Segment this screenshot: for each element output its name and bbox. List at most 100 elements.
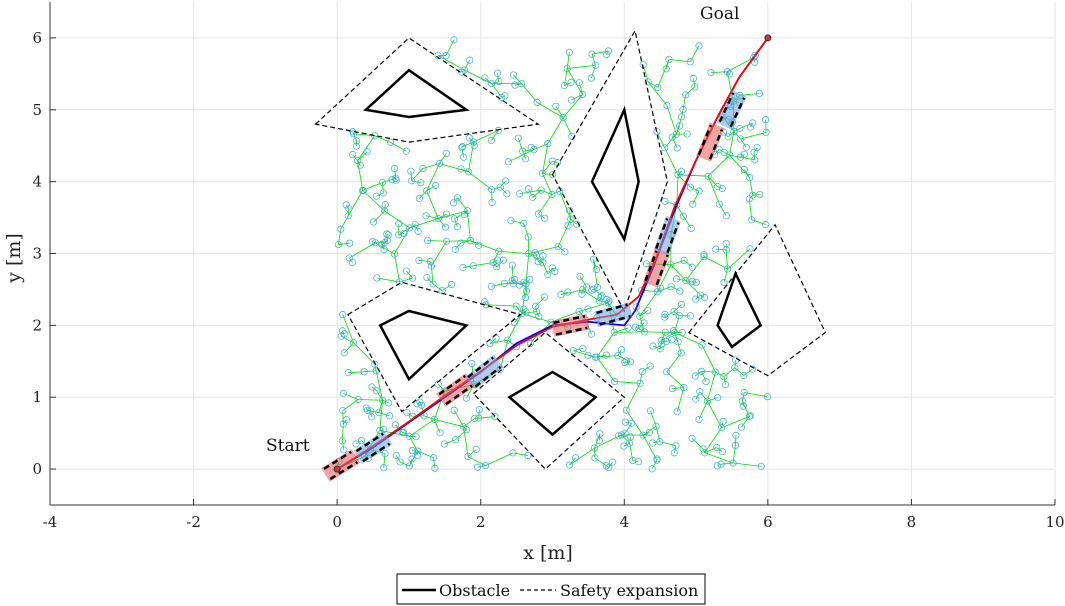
tree-edge (477, 465, 486, 468)
start-marker (333, 465, 341, 473)
tree-edge (445, 39, 455, 56)
tree-edge (699, 391, 708, 402)
tree-node (673, 408, 681, 416)
tree-node (663, 101, 671, 110)
tree-edge (381, 244, 385, 250)
tree-node (762, 221, 770, 229)
tree-edge (542, 173, 553, 195)
tree-node (373, 387, 381, 395)
x-tick-label: 2 (476, 513, 486, 531)
tree-node (620, 442, 628, 450)
tree-node (700, 251, 708, 259)
tree-edge (690, 186, 700, 192)
tree-node (451, 245, 459, 253)
tree-edge (384, 210, 410, 229)
tree-edge (673, 445, 677, 453)
tree-edge (422, 163, 440, 169)
tree-node (652, 422, 660, 430)
tree-node (539, 259, 547, 267)
tree-node (491, 413, 499, 421)
tree-edge (352, 154, 358, 161)
tree-edge (425, 215, 439, 219)
tree-node (686, 183, 694, 191)
tree-edge (353, 342, 376, 365)
tree-edge (444, 439, 456, 445)
tree-edge (618, 434, 622, 437)
tree-node (460, 210, 468, 219)
tree-edge (522, 151, 526, 159)
tree-node (414, 227, 422, 235)
tree-node (746, 123, 755, 131)
tree-edge (672, 133, 677, 138)
tree-node (627, 433, 635, 441)
y-tick-label: 2 (32, 316, 42, 334)
tree-node (718, 184, 726, 193)
vehicle-body (465, 354, 504, 390)
tree-node (588, 286, 596, 294)
tree-edge (528, 188, 534, 198)
tree-edge (460, 168, 469, 173)
tree-edge (591, 54, 596, 66)
tree-node (737, 423, 746, 431)
tree-node (508, 261, 516, 269)
tree-node (722, 212, 730, 220)
tree-node (604, 299, 612, 307)
tree-node (493, 69, 502, 77)
tree-edge (470, 240, 499, 252)
tree-edge (596, 332, 615, 358)
tree-edge (411, 168, 424, 182)
tree-edge (702, 448, 706, 453)
tree-edge (542, 160, 553, 174)
tree-node (692, 295, 700, 303)
tree-node (359, 187, 368, 195)
tree-node (730, 127, 738, 136)
tree-node (671, 328, 679, 337)
tree-edge (685, 86, 696, 96)
tree-edge (542, 143, 549, 174)
tree-edge (704, 447, 717, 454)
tree-node (740, 165, 748, 174)
tree-node (340, 349, 348, 357)
tree-node (618, 431, 626, 439)
vehicle-footprints (321, 34, 772, 482)
tree-edge (372, 241, 376, 244)
vehicle-track (697, 124, 713, 156)
tree-node (682, 91, 690, 99)
tree-edge (362, 190, 385, 212)
tree-node (475, 406, 483, 414)
tree-edge (498, 250, 529, 255)
vehicle-track (553, 314, 586, 325)
tree-node (712, 245, 720, 253)
tree-node (504, 336, 512, 344)
tree-node (424, 236, 432, 245)
tree-node (396, 278, 404, 286)
tree-node (614, 352, 622, 360)
tree-node (749, 119, 757, 127)
tree-node (648, 465, 656, 473)
tree-node (434, 51, 442, 60)
tree-edge (624, 423, 632, 434)
tree-edge (467, 210, 471, 241)
tree-node (646, 407, 654, 415)
tree-edge (399, 461, 410, 467)
tree-edge (338, 242, 350, 245)
tree-node (631, 323, 639, 331)
tree-node (554, 243, 562, 251)
tree-node (548, 191, 556, 199)
tree-node (537, 186, 545, 194)
x-tick-label: 10 (1045, 513, 1064, 531)
tree-edge (468, 141, 475, 172)
tree-node (584, 305, 592, 313)
tree-node (522, 155, 530, 163)
tree-edge (457, 197, 468, 211)
tree-edge (727, 57, 755, 73)
tree-node (470, 142, 478, 150)
tree-node (649, 342, 657, 350)
tree-node (622, 357, 630, 365)
tree-node (688, 434, 696, 442)
obstacle (378, 309, 469, 382)
tree-node (469, 262, 477, 270)
tree-node (407, 167, 415, 175)
tree-node (402, 147, 410, 155)
tree-edge (673, 304, 682, 312)
